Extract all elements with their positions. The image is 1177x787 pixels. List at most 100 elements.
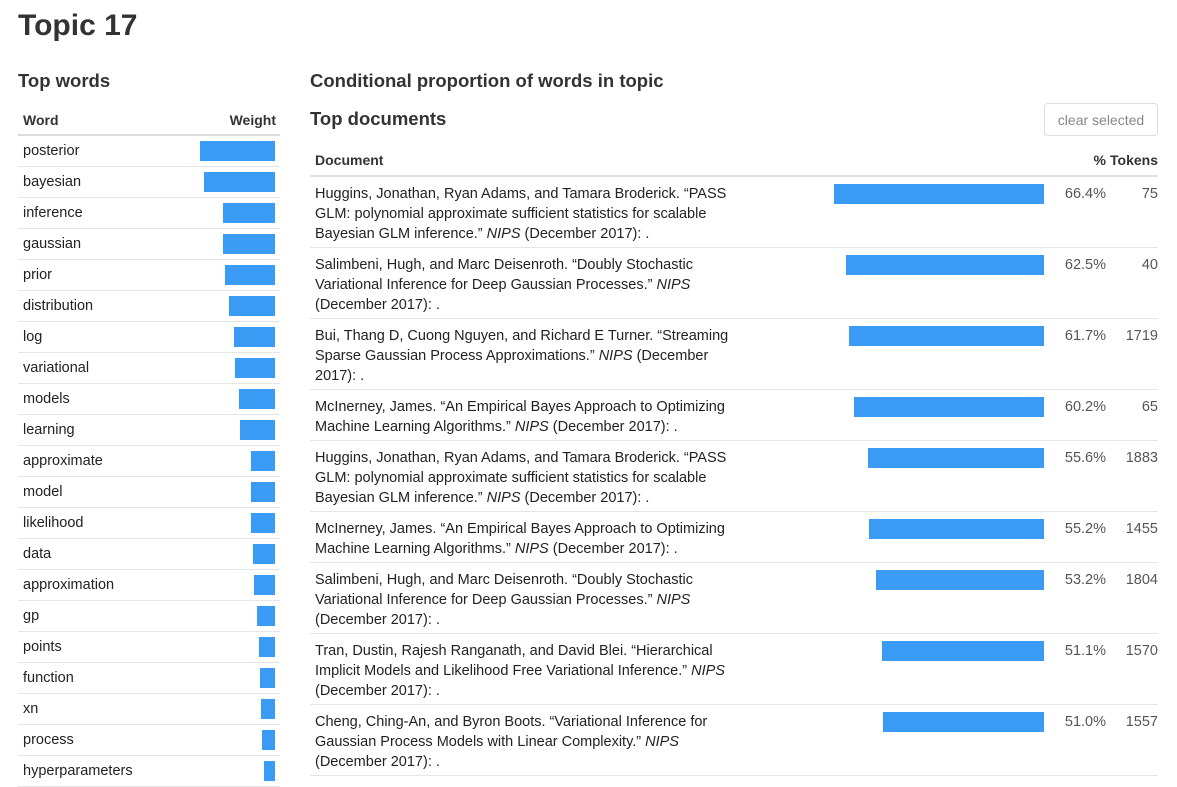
word-label: bayesian <box>23 174 82 190</box>
word-label: process <box>23 732 74 748</box>
word-weight-bar <box>203 172 275 192</box>
document-row[interactable]: Tran, Dustin, Rajesh Ranganath, and Davi… <box>310 634 1158 705</box>
document-proportion-bar <box>848 326 1044 346</box>
citation-text: Salimbeni, Hugh, and Marc Deisenroth. “D… <box>315 572 693 608</box>
word-row[interactable]: log <box>18 322 280 353</box>
top-documents-body: Huggins, Jonathan, Ryan Adams, and Tamar… <box>310 177 1158 776</box>
word-label: log <box>23 329 43 345</box>
word-weight-bar <box>228 296 275 316</box>
citation-date: (December 2017): . <box>315 612 440 628</box>
pct-column-header: % <box>1093 152 1106 168</box>
word-weight-cell <box>195 420 275 440</box>
word-weight-cell <box>195 606 275 626</box>
word-row[interactable]: gp <box>18 601 280 632</box>
word-row[interactable]: gaussian <box>18 229 280 260</box>
word-row[interactable]: data <box>18 539 280 570</box>
word-row[interactable]: bayesian <box>18 167 280 198</box>
word-row[interactable]: inference <box>18 198 280 229</box>
citation-venue: NIPS <box>598 348 633 364</box>
document-citation: Tran, Dustin, Rajesh Ranganath, and Davi… <box>310 641 830 701</box>
word-weight-cell <box>195 296 275 316</box>
document-row[interactable]: McInerney, James. “An Empirical Bayes Ap… <box>310 390 1158 441</box>
word-weight-bar <box>254 575 275 595</box>
word-weight-cell <box>195 544 275 564</box>
citation-text: Tran, Dustin, Rajesh Ranganath, and Davi… <box>315 643 713 679</box>
citation-venue: NIPS <box>645 734 679 750</box>
document-percent: 62.5% <box>1064 257 1106 273</box>
top-words-header: Word Weight <box>18 106 280 136</box>
document-percent: 55.2% <box>1064 521 1106 537</box>
word-weight-bar <box>260 699 275 719</box>
word-weight-bar <box>239 420 275 440</box>
document-row[interactable]: Salimbeni, Hugh, and Marc Deisenroth. “D… <box>310 248 1158 319</box>
document-bar-cell <box>830 326 1048 346</box>
document-row[interactable]: Cheng, Ching-An, and Byron Boots. “Varia… <box>310 705 1158 776</box>
top-documents-table-header: Document % Tokens <box>310 145 1158 177</box>
top-documents-heading: Top documents <box>310 108 447 129</box>
document-percent: 55.6% <box>1064 450 1106 466</box>
word-row[interactable]: prior <box>18 260 280 291</box>
word-weight-cell <box>195 203 275 223</box>
word-weight-bar <box>263 761 275 781</box>
document-row[interactable]: Bui, Thang D, Cuong Nguyen, and Richard … <box>310 319 1158 390</box>
document-tokens: 65 <box>1141 399 1158 415</box>
word-weight-bar <box>222 234 275 254</box>
word-row[interactable]: model <box>18 477 280 508</box>
document-row[interactable]: Huggins, Jonathan, Ryan Adams, and Tamar… <box>310 441 1158 512</box>
document-percent: 51.0% <box>1064 714 1106 730</box>
word-column-header: Word <box>23 112 59 128</box>
document-bar-cell <box>830 712 1048 732</box>
clear-selected-button[interactable]: clear selected <box>1044 103 1158 136</box>
word-weight-cell <box>195 513 275 533</box>
citation-venue: NIPS <box>486 226 521 242</box>
word-row[interactable]: variational <box>18 353 280 384</box>
word-row[interactable]: likelihood <box>18 508 280 539</box>
document-percent: 51.1% <box>1064 643 1106 659</box>
citation-text: Huggins, Jonathan, Ryan Adams, and Tamar… <box>315 450 727 506</box>
citation-text: Bui, Thang D, Cuong Nguyen, and Richard … <box>315 328 729 364</box>
word-weight-cell <box>195 637 275 657</box>
word-weight-bar <box>251 482 275 502</box>
top-words-body: posterior bayesian inference gaussian prior d… <box>18 136 280 787</box>
document-tokens: 1570 <box>1125 643 1158 659</box>
word-weight-cell <box>195 730 275 750</box>
word-row[interactable]: process <box>18 725 280 756</box>
citation-date: (December 2017): . <box>315 683 440 699</box>
page-title: Topic 17 <box>18 9 138 42</box>
word-weight-cell <box>195 482 275 502</box>
document-row[interactable]: McInerney, James. “An Empirical Bayes Ap… <box>310 512 1158 563</box>
word-row[interactable]: approximation <box>18 570 280 601</box>
word-row[interactable]: approximate <box>18 446 280 477</box>
word-row[interactable]: distribution <box>18 291 280 322</box>
word-row[interactable]: posterior <box>18 136 280 167</box>
document-percent: 60.2% <box>1064 399 1106 415</box>
document-citation: Salimbeni, Hugh, and Marc Deisenroth. “D… <box>310 255 830 315</box>
word-row[interactable]: points <box>18 632 280 663</box>
document-citation: Huggins, Jonathan, Ryan Adams, and Tamar… <box>310 184 830 244</box>
word-label: function <box>23 670 74 686</box>
word-weight-bar <box>239 389 275 409</box>
document-bar-cell <box>830 397 1048 417</box>
document-bar-cell <box>830 448 1048 468</box>
word-row[interactable]: learning <box>18 415 280 446</box>
document-bar-cell <box>830 570 1048 590</box>
word-weight-bar <box>251 513 275 533</box>
citation-date: (December 2017): . <box>315 297 440 313</box>
document-proportion-bar <box>875 570 1044 590</box>
word-weight-cell <box>195 575 275 595</box>
word-row[interactable]: models <box>18 384 280 415</box>
word-row[interactable]: hyperparameters <box>18 756 280 787</box>
document-row[interactable]: Huggins, Jonathan, Ryan Adams, and Tamar… <box>310 177 1158 248</box>
word-weight-bar <box>251 451 275 471</box>
document-tokens: 75 <box>1141 186 1158 202</box>
document-row[interactable]: Salimbeni, Hugh, and Marc Deisenroth. “D… <box>310 563 1158 634</box>
word-row[interactable]: xn <box>18 694 280 725</box>
document-proportion-bar <box>834 184 1044 204</box>
word-label: prior <box>23 267 53 283</box>
citation-date: (December 2017): . <box>552 541 678 557</box>
word-weight-bar <box>258 637 275 657</box>
word-weight-cell <box>195 699 275 719</box>
word-row[interactable]: function <box>18 663 280 694</box>
word-weight-cell <box>195 234 275 254</box>
document-bar-cell <box>830 184 1048 204</box>
